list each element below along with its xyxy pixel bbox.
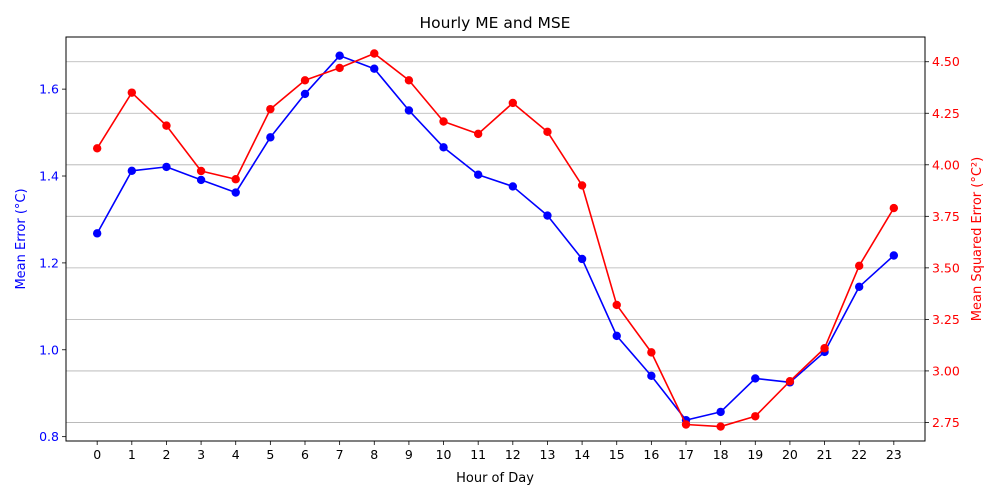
x-tick-label: 5 <box>266 447 274 462</box>
x-tick-label: 21 <box>817 447 833 462</box>
me-series <box>92 51 899 425</box>
right-y-tick-label: 3.50 <box>932 260 960 275</box>
mse-point <box>820 344 829 353</box>
right-y-tick-label: 4.00 <box>932 157 960 172</box>
mse-point <box>196 166 206 176</box>
left-y-tick-label: 1.0 <box>39 342 59 357</box>
me-series-line <box>96 54 895 421</box>
me-point <box>543 211 552 220</box>
mse-series-line <box>96 52 895 428</box>
x-tick-label: 22 <box>851 447 867 462</box>
right-y-axis-label: Mean Squared Error (°C²) <box>970 157 985 321</box>
mse-point <box>92 144 102 153</box>
x-tick-label: 11 <box>470 447 486 462</box>
x-tick-label: 20 <box>782 447 798 462</box>
x-tick-label: 19 <box>747 447 763 462</box>
mse-point <box>785 377 795 386</box>
right-y-axis: 2.75 3.00 3.25 3.50 3.75 4.00 4.25 4.50 <box>925 54 960 430</box>
me-point <box>854 282 864 291</box>
left-y-tick-label: 1.4 <box>39 169 59 184</box>
right-y-tick-label: 3.00 <box>932 363 960 378</box>
mse-point <box>404 76 414 85</box>
plot-frame <box>65 36 926 442</box>
mse-point <box>231 175 240 184</box>
x-tick-label: 13 <box>540 447 556 462</box>
me-point <box>404 106 414 115</box>
mse-point <box>751 412 760 421</box>
left-y-axis-label: Mean Error (°C) <box>14 188 29 289</box>
me-point <box>266 133 275 142</box>
me-point <box>647 371 656 381</box>
x-tick-label: 1 <box>128 447 136 462</box>
mse-point <box>577 181 587 190</box>
me-point <box>162 162 171 172</box>
me-point <box>92 229 102 238</box>
x-axis-label: Hour of Day <box>456 471 534 486</box>
x-tick-label: 10 <box>436 447 452 462</box>
me-point <box>300 89 310 99</box>
me-point <box>508 182 518 191</box>
x-axis: 0 1 2 3 4 5 6 7 8 9 10 11 12 13 14 15 16 17 18 19 20 21 22 23 <box>93 441 902 462</box>
me-point <box>473 170 483 179</box>
me-point <box>196 175 206 185</box>
me-point <box>127 166 137 175</box>
mse-point <box>543 127 552 137</box>
x-tick-label: 8 <box>370 447 378 462</box>
mse-point <box>647 348 656 357</box>
mse-point <box>854 261 864 270</box>
mse-point <box>127 88 137 97</box>
mse-point <box>473 129 483 139</box>
mse-series <box>92 49 899 431</box>
grid-layer <box>66 61 925 423</box>
right-y-tick-label: 3.25 <box>932 312 960 327</box>
mse-point <box>370 49 379 58</box>
x-tick-label: 15 <box>609 447 625 462</box>
right-y-tick-label: 4.50 <box>932 54 960 69</box>
me-point <box>370 64 379 73</box>
mse-point <box>508 98 518 108</box>
x-tick-label: 4 <box>232 447 240 462</box>
mse-point <box>335 63 344 73</box>
x-tick-label: 0 <box>93 447 101 462</box>
left-y-axis: 0.8 1.0 1.2 1.4 1.6 <box>39 82 66 444</box>
me-point <box>751 374 760 383</box>
mse-point <box>162 121 171 130</box>
x-tick-label: 14 <box>574 447 590 462</box>
x-tick-label: 9 <box>405 447 413 462</box>
x-tick-label: 12 <box>505 447 521 462</box>
right-y-tick-label: 3.75 <box>932 209 960 224</box>
mse-point <box>612 300 621 310</box>
me-point <box>577 254 587 264</box>
x-tick-label: 23 <box>886 447 902 462</box>
series-layer <box>92 49 899 431</box>
chart-title: Hourly ME and MSE <box>420 14 571 32</box>
mse-point <box>716 422 725 431</box>
me-point <box>335 51 344 60</box>
mse-point <box>681 420 691 429</box>
right-y-tick-label: 2.75 <box>932 415 960 430</box>
me-point <box>612 331 621 341</box>
mse-point <box>266 104 275 114</box>
mse-point <box>439 117 448 126</box>
x-tick-label: 2 <box>162 447 170 462</box>
x-tick-label: 18 <box>713 447 729 462</box>
left-y-tick-label: 0.8 <box>39 429 59 444</box>
x-tick-label: 17 <box>678 447 694 462</box>
mse-point <box>300 76 310 85</box>
mse-point <box>889 203 899 213</box>
right-y-tick-label: 4.25 <box>932 106 960 121</box>
x-tick-label: 3 <box>197 447 205 462</box>
me-point <box>889 251 899 260</box>
left-y-tick-label: 1.6 <box>39 82 59 97</box>
me-point <box>439 143 448 152</box>
x-tick-label: 7 <box>336 447 344 462</box>
x-tick-label: 16 <box>643 447 659 462</box>
me-point <box>231 188 240 197</box>
me-point <box>716 407 725 417</box>
x-tick-label: 6 <box>301 447 309 462</box>
left-y-tick-label: 1.2 <box>39 255 59 270</box>
